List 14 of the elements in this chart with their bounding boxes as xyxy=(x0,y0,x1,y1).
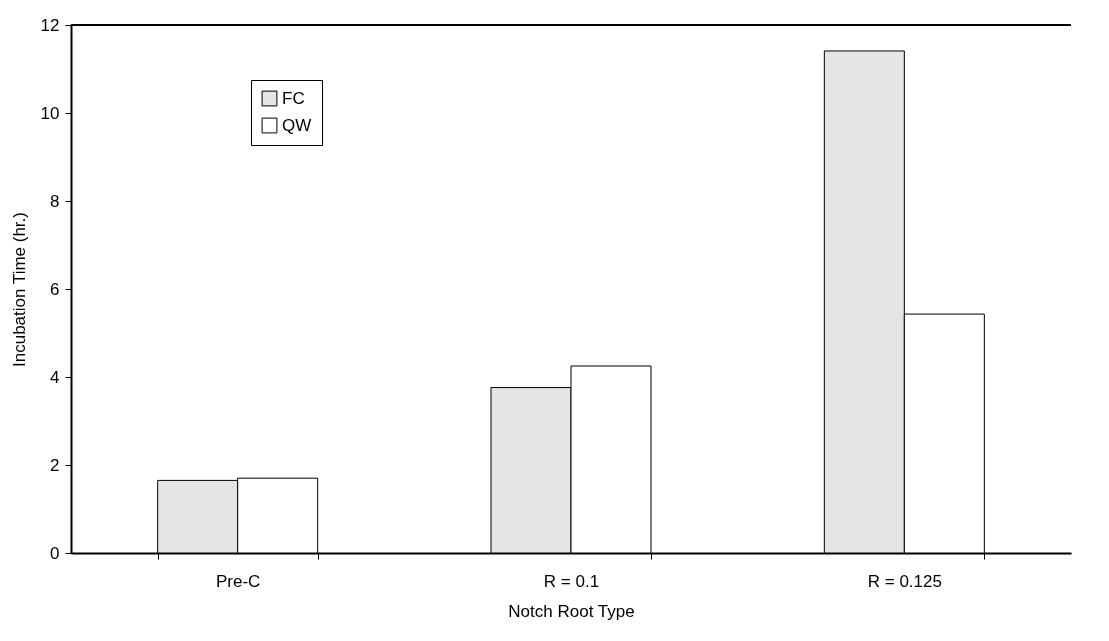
legend-label: FC xyxy=(282,88,305,108)
y-tick-label: 4 xyxy=(50,367,60,387)
x-tick-label: Pre-C xyxy=(215,571,261,591)
x-tick-label: R = 0.1 xyxy=(543,571,600,591)
y-tick-label: 2 xyxy=(50,455,60,475)
y-tick-label: 8 xyxy=(50,191,60,211)
y-tick-label: 6 xyxy=(50,279,60,299)
y-tick-label: 10 xyxy=(40,103,60,123)
y-tick-label: 0 xyxy=(50,543,60,563)
x-axis-title: Notch Root Type xyxy=(508,601,635,621)
y-axis-title: Incubation Time (hr.) xyxy=(9,212,29,367)
legend-label: QW xyxy=(282,115,312,135)
y-tick-label: 12 xyxy=(40,15,60,35)
x-tick-label: R = 0.125 xyxy=(867,571,942,591)
